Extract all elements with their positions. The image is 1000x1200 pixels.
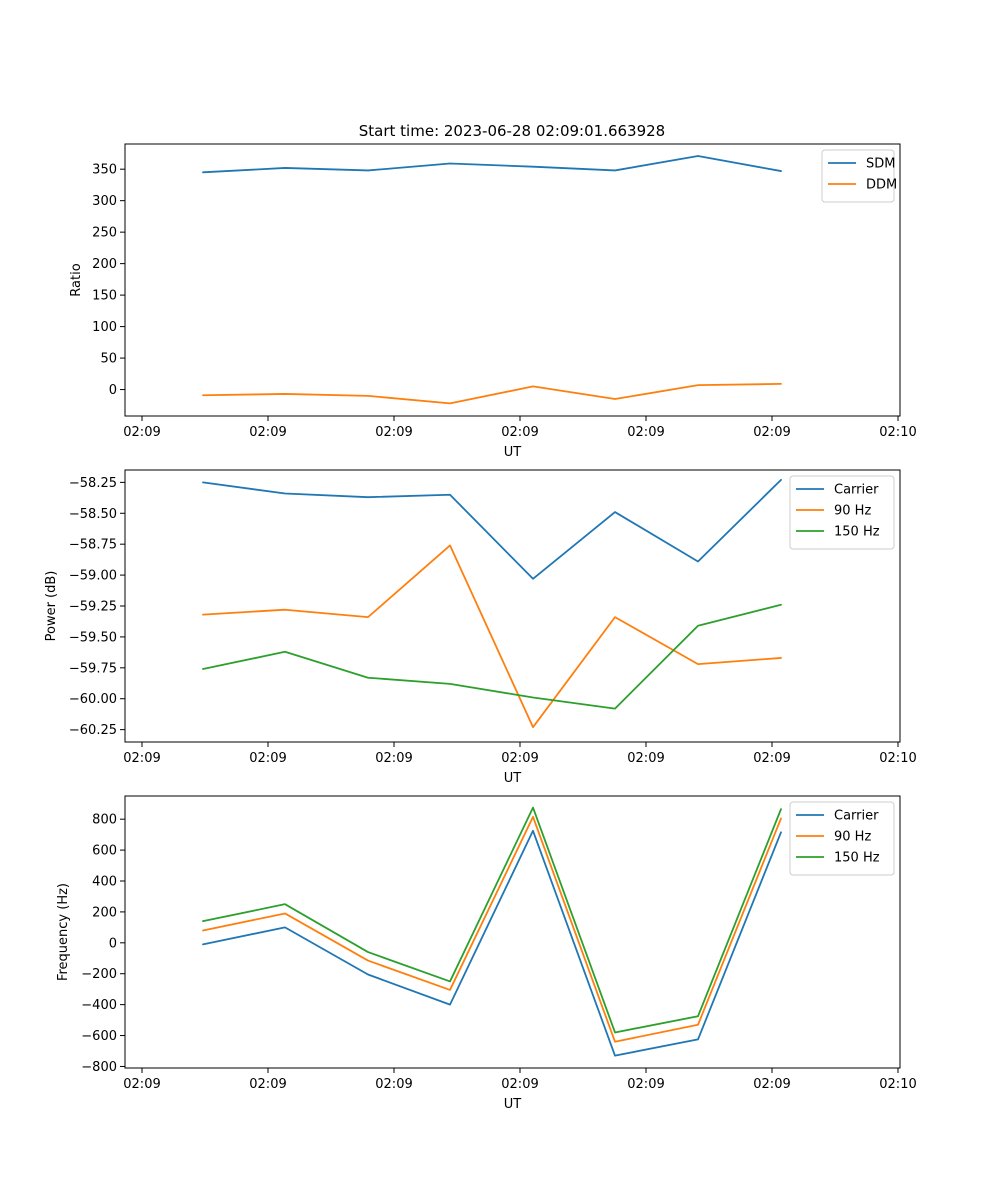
- x-tick-label: 02:09: [375, 425, 412, 440]
- y-tick-label: 250: [92, 226, 117, 241]
- y-tick-label: 800: [92, 813, 117, 828]
- y-tick-label: 100: [92, 320, 117, 335]
- y-tick-label: 0: [109, 383, 117, 398]
- y-tick-label: −58.50: [69, 507, 117, 522]
- x-axis-label: UT: [504, 771, 522, 786]
- figure-title: Start time: 2023-06-28 02:09:01.663928: [359, 122, 665, 140]
- x-tick-label: 02:09: [753, 1077, 790, 1092]
- legend-label: Carrier: [834, 483, 879, 498]
- y-tick-label: 600: [92, 844, 117, 859]
- y-tick-label: −59.50: [69, 630, 117, 645]
- subplot-3: 02:09 02:09 02:09 02:09 02:09 02:09 02:10 −800 −…: [56, 795, 917, 1112]
- x-tick-label: 02:09: [123, 1077, 160, 1092]
- series-line-90-hz: [202, 815, 782, 1043]
- series-line-150-hz: [202, 806, 782, 1034]
- x-tick-label: 02:09: [123, 425, 160, 440]
- y-tick-label: −400: [81, 998, 117, 1013]
- y-tick-label: 300: [92, 194, 117, 209]
- x-tick-label: 02:10: [879, 751, 916, 766]
- y-tick-label: 0: [109, 936, 117, 951]
- series-line-sdm: [202, 155, 782, 174]
- y-axis-label: Frequency (Hz): [56, 883, 71, 981]
- y-tick-label: 150: [92, 289, 117, 304]
- y-axis-label: Power (dB): [44, 571, 59, 642]
- x-tick-label: 02:09: [249, 1077, 286, 1092]
- axes-frame: [124, 143, 901, 417]
- legend-label: 90 Hz: [834, 504, 871, 519]
- x-tick-label: 02:09: [627, 425, 664, 440]
- axes-frame: [124, 469, 901, 743]
- y-tick-label: 200: [92, 905, 117, 920]
- series-line-carrier: [202, 478, 782, 580]
- y-tick-label: 400: [92, 875, 117, 890]
- x-tick-label: 02:09: [753, 425, 790, 440]
- series-line-90-hz: [202, 544, 782, 729]
- x-axis-label: UT: [504, 445, 522, 460]
- y-tick-label: −600: [81, 1029, 117, 1044]
- x-tick-label: 02:09: [375, 751, 412, 766]
- y-axis-label: Ratio: [69, 263, 84, 296]
- x-tick-label: 02:09: [627, 751, 664, 766]
- x-axis-label: UT: [504, 1097, 522, 1112]
- y-tick-label: −59.75: [69, 661, 117, 676]
- y-tick-label: −58.25: [69, 476, 117, 491]
- series-line-ddm: [202, 382, 782, 405]
- x-tick-label: 02:10: [879, 425, 916, 440]
- legend-label: 150 Hz: [834, 525, 880, 540]
- x-tick-label: 02:09: [753, 751, 790, 766]
- y-tick-label: −58.75: [69, 538, 117, 553]
- y-tick-label: 50: [100, 352, 117, 367]
- y-tick-label: −60.00: [69, 692, 117, 707]
- legend: Carrier 90 Hz 150 Hz: [789, 475, 895, 550]
- x-tick-label: 02:09: [501, 425, 538, 440]
- subplot-1: 02:09 02:09 02:09 02:09 02:09 02:09 02:10 0 50 10…: [69, 143, 917, 460]
- x-tick-label: 02:10: [879, 1077, 916, 1092]
- legend-label: Carrier: [834, 809, 879, 824]
- y-tick-label: −800: [81, 1060, 117, 1075]
- x-tick-label: 02:09: [123, 751, 160, 766]
- legend-label: SDM: [866, 157, 895, 172]
- y-tick-label: 350: [92, 163, 117, 178]
- legend: SDM DDM: [821, 149, 897, 203]
- y-tick-label: −200: [81, 967, 117, 982]
- x-tick-label: 02:09: [375, 1077, 412, 1092]
- y-tick-label: −60.25: [69, 723, 117, 738]
- axes-frame: [124, 795, 901, 1069]
- y-tick-label: −59.00: [69, 569, 117, 584]
- x-tick-label: 02:09: [249, 425, 286, 440]
- series-line-150-hz: [202, 603, 782, 710]
- legend: Carrier 90 Hz 150 Hz: [789, 801, 895, 876]
- x-tick-label: 02:09: [501, 1077, 538, 1092]
- x-tick-label: 02:09: [627, 1077, 664, 1092]
- legend-label: DDM: [866, 178, 897, 193]
- y-tick-label: −59.25: [69, 600, 117, 615]
- x-tick-label: 02:09: [501, 751, 538, 766]
- subplot-2: 02:09 02:09 02:09 02:09 02:09 02:09 02:10 −58.2…: [44, 469, 917, 786]
- legend-label: 90 Hz: [834, 830, 871, 845]
- series-line-carrier: [202, 829, 782, 1057]
- x-tick-label: 02:09: [249, 751, 286, 766]
- legend-label: 150 Hz: [834, 851, 880, 866]
- y-tick-label: 200: [92, 257, 117, 272]
